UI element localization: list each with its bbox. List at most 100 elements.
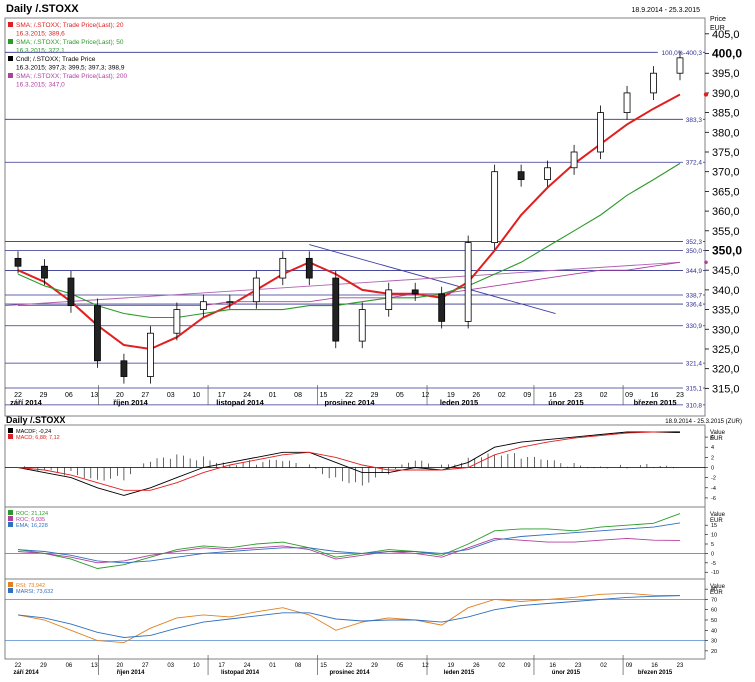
date-tick-label: 29 [40, 663, 47, 669]
month-label: říjen 2014 [117, 670, 145, 676]
macd-date-range: 18.9.2014 - 25.3.2015 (ZUR) [665, 419, 742, 425]
candle-body [464, 242, 472, 322]
candle-body [279, 257, 287, 279]
date-tick-label: 17 [218, 392, 226, 399]
date-tick-label: 26 [472, 392, 480, 399]
bottom-date-axis: 22 29 06 13 20 27 03 10 17 24 01 08 15 22 29 05 12 19 26 02… [13, 655, 684, 676]
date-tick-label: 29 [40, 392, 48, 399]
price-tick-label: 355,0 [712, 226, 740, 238]
candle-body [252, 277, 260, 303]
date-tick-label: 19 [448, 663, 455, 669]
date-tick-label: 15 [320, 392, 328, 399]
currency-label: EUR [710, 25, 725, 32]
date-tick-label: 05 [397, 663, 404, 669]
date-tick-label: 20 [117, 663, 124, 669]
indicator-line [17, 522, 681, 564]
date-tick-label: 15 [320, 663, 327, 669]
candle-body [173, 309, 181, 334]
month-label: únor 2015 [552, 670, 581, 676]
indicator-tick-label: 40 [711, 628, 717, 634]
candle-body [199, 301, 207, 310]
month-label: říjen 2014 [113, 398, 148, 407]
date-tick-label: 12 [421, 392, 429, 399]
roc-plot: 15 10 5 0 -5 -10 [5, 513, 719, 576]
macd-currency-label: EUR [710, 436, 723, 442]
candle-body [146, 332, 154, 377]
fib-lines: 100,0%-400,3 383,3 372,4 352,3 350,0 344,9 338… [5, 48, 705, 409]
fib-label-bg [657, 48, 703, 56]
candle-body [438, 293, 446, 322]
indicator-tick-label: 30 [711, 639, 717, 645]
date-range: 18.9.2014 - 25.3.2015 [631, 7, 700, 14]
indicator-tick-label: -5 [711, 561, 716, 567]
indicator-line [17, 513, 681, 569]
price-tick-label: 360,0 [712, 206, 740, 218]
candle-body [650, 72, 657, 94]
rsi-plot: 80 70 60 50 40 30 20 [5, 587, 717, 655]
legend-entry: MACDF; -0,24 [16, 429, 51, 435]
date-tick-label: 16 [549, 392, 557, 399]
legend-swatch [8, 73, 13, 78]
candle-body [491, 171, 499, 244]
roc-currency-label: EUR [710, 518, 723, 524]
date-tick-label: 09 [626, 663, 633, 669]
date-tick-label: 01 [269, 663, 276, 669]
fib-label-bg [683, 246, 703, 254]
fib-label-bg [683, 115, 703, 123]
legend-swatch [8, 588, 13, 593]
date-tick-label: 23 [676, 392, 684, 399]
trend-lines [4, 244, 681, 314]
fib-label: 350,0 [686, 248, 703, 255]
candle-body [94, 305, 101, 362]
macd-value-label: Value [710, 430, 726, 436]
price-tick-label: 325,0 [712, 344, 740, 356]
macd-plot: 6 4 2 0 -2 -4 -6 [5, 430, 716, 502]
date-tick-label: 16 [549, 663, 556, 669]
fib-label: 100,0%-400,3 [662, 50, 703, 57]
fib-label-bg [683, 237, 703, 245]
indicator-tick-label: -4 [711, 486, 716, 492]
sma-line [17, 162, 681, 319]
price-tick-label: 350,0 [712, 243, 742, 257]
date-tick-label: 22 [345, 392, 353, 399]
price-tick-label: 315,0 [712, 383, 740, 395]
indicator-line [17, 537, 681, 564]
sma-line [18, 261, 681, 307]
date-tick-label: 27 [141, 392, 149, 399]
price-tick-label: 405,0 [712, 29, 740, 41]
date-tick-label: 09 [523, 392, 531, 399]
fib-label-bg [683, 359, 703, 367]
date-tick-label: 10 [193, 663, 200, 669]
indicator-tick-label: -2 [711, 476, 716, 482]
price-axis: 405,0 400,0 395,0 390,0 385,0 380,0 375,0 370,0… [703, 29, 742, 395]
legend-entry: RSI; 73,942 [16, 583, 45, 589]
price-tick-label: 340,0 [712, 285, 740, 297]
candle-body [597, 112, 604, 153]
candles [14, 50, 684, 384]
last-sma20-marker [703, 92, 709, 97]
legend-entry: EMA; 16,228 [16, 523, 48, 529]
main-legend: SMA; /.STOXX; Trade Price(Last); 20 16.3.… [8, 22, 128, 89]
candle-body [120, 360, 128, 377]
price-tick-label: 330,0 [712, 324, 740, 336]
indicator-tick-label: 50 [711, 618, 717, 624]
date-tick-label: 09 [625, 392, 633, 399]
date-tick-label: 10 [192, 392, 200, 399]
legend-entry: Cndl; /.STOXX; Trade Price [16, 56, 96, 63]
chart-title: Daily /.STOXX [6, 3, 79, 15]
fib-label: 310,8 [686, 402, 703, 409]
roc-value-label: Value [710, 512, 726, 518]
indicator-line [17, 431, 681, 496]
indicator-tick-label: 2 [711, 455, 714, 461]
date-tick-label: 02 [600, 392, 608, 399]
price-tick-label: 370,0 [712, 167, 740, 179]
price-tick-label: 345,0 [712, 265, 740, 277]
last-sma200-marker [704, 260, 708, 265]
month-label: listopad 2014 [221, 670, 260, 676]
legend-entry: SMA; /.STOXX; Trade Price(Last); 50 [16, 39, 124, 46]
date-tick-label: 02 [498, 663, 505, 669]
date-tick-label: 29 [371, 392, 379, 399]
date-tick-label: 29 [371, 663, 378, 669]
